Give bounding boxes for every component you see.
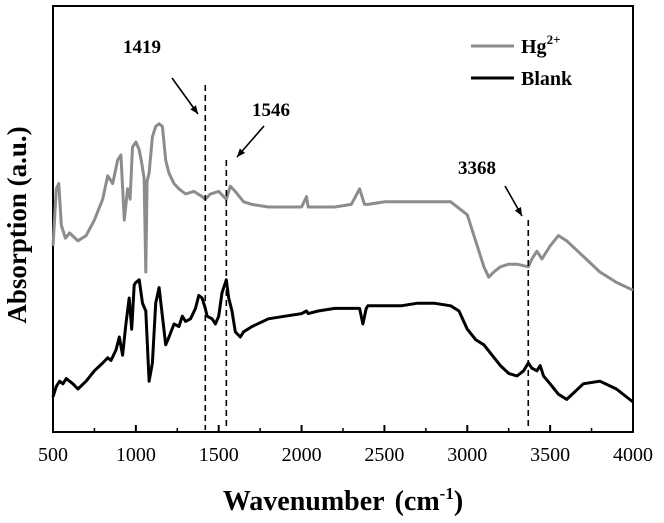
x-tick-label-3500: 3500 (530, 444, 570, 466)
x-tick-label-1000: 1000 (116, 444, 156, 466)
y-axis-title: Absorption (a.u.) (2, 126, 32, 323)
annotation-label-1419: 1419 (123, 37, 161, 58)
series-layer (51, 122, 634, 404)
x-tick-label-1500: 1500 (199, 444, 239, 466)
annotation-label-1546: 1546 (252, 100, 290, 121)
legend-label-hg: Hg2+ (521, 32, 560, 58)
x-tick-label-4000: 4000 (613, 444, 653, 466)
annotation-arrowhead-1419 (190, 105, 198, 114)
legend: Hg2+ Blank (471, 32, 573, 90)
series-line-hg (51, 122, 634, 292)
x-axis-title: Wavenumber (cm-1) (223, 484, 463, 517)
annotation-label-3368: 3368 (458, 158, 496, 179)
annotation-arrowhead-3368 (514, 207, 522, 216)
tick-layer: 500 1000 1500 2000 2500 3000 3500 4000 (38, 425, 653, 466)
series-line-blank (51, 278, 634, 404)
x-tick-label-2000: 2000 (282, 444, 322, 466)
annotation-layer: 1419 1546 3368 (123, 37, 530, 430)
legend-label-blank: Blank (521, 68, 573, 90)
annotation-arrowhead-1546 (237, 148, 246, 157)
x-tick-label-3000: 3000 (447, 444, 487, 466)
x-tick-label-500: 500 (38, 444, 68, 466)
x-tick-label-2500: 2500 (364, 444, 404, 466)
